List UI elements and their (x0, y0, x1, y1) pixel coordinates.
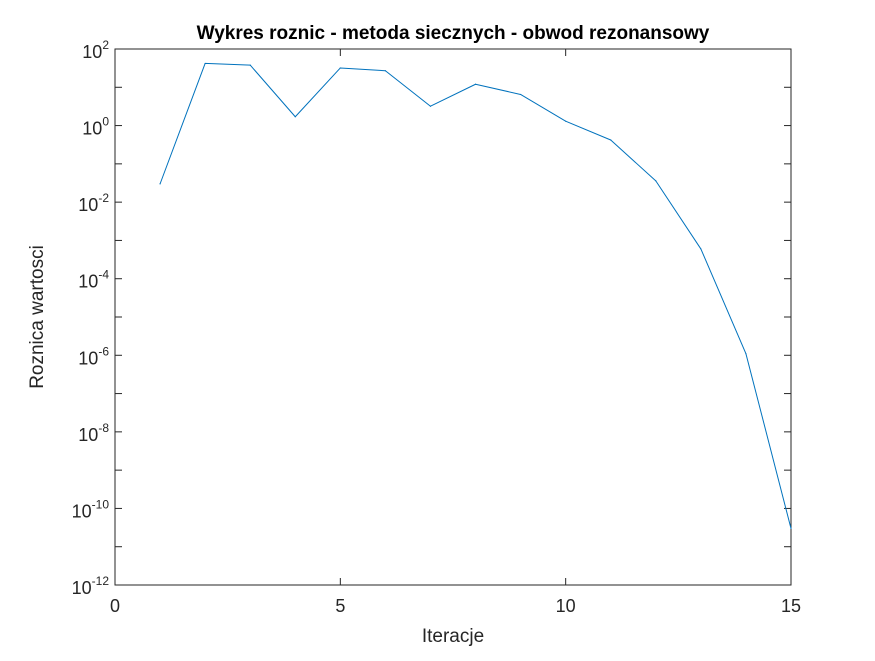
y-tick-label: 102 (82, 38, 109, 62)
data-point (700, 248, 702, 250)
y-tick-label: 10-6 (78, 344, 109, 368)
y-tick-label: 10-2 (78, 191, 109, 215)
series-layer (159, 62, 792, 530)
data-point (294, 116, 296, 118)
chart-title: Wykres roznic - metoda siecznych - obwod… (197, 23, 710, 44)
y-tick-exponent: -4 (98, 268, 109, 282)
x-tick-label: 10 (556, 596, 576, 616)
x-tick-label: 5 (335, 596, 345, 616)
data-point (339, 67, 341, 69)
data-point (790, 527, 792, 530)
data-point (249, 64, 251, 66)
data-point (565, 120, 567, 122)
y-tick-base: 10 (82, 119, 102, 139)
y-axis-label: Roznica wartosci (27, 245, 48, 389)
y-tick-label: 10-12 (72, 574, 110, 598)
y-tick-label: 10-4 (78, 268, 109, 292)
y-tick-base: 10 (78, 425, 98, 445)
data-point (159, 183, 161, 185)
data-point (204, 62, 206, 65)
y-tick-label: 10-8 (78, 421, 109, 445)
y-tick-base: 10 (72, 501, 92, 521)
plot-area (114, 48, 792, 586)
y-tick-exponent: 2 (102, 38, 109, 52)
y-tick-base: 10 (82, 42, 102, 62)
y-tick-label: 100 (82, 115, 109, 139)
y-tick-exponent: -12 (92, 574, 110, 588)
y-tick-base: 10 (72, 578, 92, 598)
x-tick-label: 0 (110, 596, 120, 616)
data-point (610, 139, 612, 141)
x-axis-ticks: 0 5 10 15 (110, 49, 801, 616)
y-tick-exponent: 0 (102, 115, 109, 129)
y-tick-label: 10-10 (72, 497, 110, 521)
y-tick-base: 10 (78, 348, 98, 368)
y-tick-exponent: -8 (98, 421, 109, 435)
x-axis-label: Iteracje (422, 626, 484, 647)
y-tick-base: 10 (78, 195, 98, 215)
y-tick-exponent: -10 (92, 497, 110, 511)
data-point (474, 83, 477, 85)
x-tick-label: 15 (781, 596, 801, 616)
y-tick-base: 10 (78, 272, 98, 292)
data-point (520, 93, 522, 96)
data-point (745, 353, 747, 355)
data-point (429, 105, 432, 107)
data-point (655, 180, 657, 182)
y-tick-exponent: -2 (98, 191, 109, 205)
y-tick-exponent: -6 (98, 344, 109, 358)
data-point (384, 70, 386, 72)
